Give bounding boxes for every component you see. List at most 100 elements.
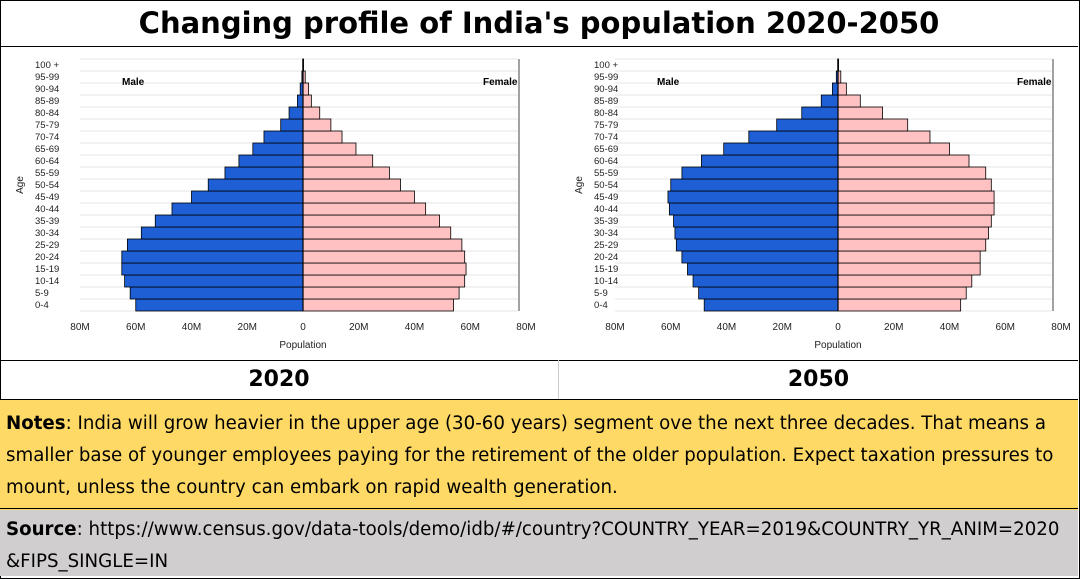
male-bar-0-4: [703, 298, 839, 312]
y-axis-label: Age: [15, 176, 26, 194]
x-tick-label: 20M: [884, 322, 903, 333]
male-bar-70-74: [748, 130, 839, 144]
male-bar-20-24: [681, 250, 839, 264]
female-bar-50-54: [837, 178, 992, 192]
female-bar-50-54: [302, 178, 401, 192]
female-bar-10-14: [837, 274, 973, 288]
female-bar-20-24: [302, 250, 466, 264]
age-tick-label: 75-79: [594, 120, 618, 131]
age-tick-label: 90-94: [35, 84, 59, 95]
age-tick-label: 40-44: [35, 204, 59, 215]
female-bar-35-39: [302, 214, 440, 228]
female-bar-40-44: [837, 202, 995, 216]
female-bar-70-74: [837, 130, 931, 144]
age-tick-label: 5-9: [35, 288, 49, 299]
female-bar-45-49: [302, 190, 415, 204]
male-bar-55-59: [681, 166, 839, 180]
female-bar-15-19: [837, 262, 981, 276]
age-tick-label: 10-14: [594, 276, 618, 287]
age-tick-label: 95-99: [594, 72, 618, 83]
female-bar-25-29: [302, 238, 463, 252]
age-tick-label: 50-54: [35, 180, 59, 191]
male-bar-25-29: [126, 238, 304, 252]
female-bar-65-69: [837, 142, 950, 156]
male-bar-10-14: [124, 274, 304, 288]
male-bar-30-34: [674, 226, 839, 240]
male-bar-80-84: [288, 106, 304, 120]
x-tick-label: 20M: [238, 322, 257, 333]
x-tick-label: 80M: [1051, 322, 1070, 333]
age-tick-label: 65-69: [35, 144, 59, 155]
male-bar-85-89: [297, 94, 304, 108]
female-bar-80-84: [302, 106, 321, 120]
male-bar-20-24: [121, 250, 304, 264]
female-bar-25-29: [837, 238, 987, 252]
age-tick-label: 55-59: [594, 168, 618, 179]
female-bar-45-49: [837, 190, 995, 204]
female-bar-85-89: [302, 94, 312, 108]
x-tick-label: 80M: [70, 322, 89, 333]
pyramid-svg: Male Female 0-45-910-1415-1920-2425-2930-3…: [574, 58, 1071, 351]
year-label-2050: 2050: [787, 367, 850, 392]
female-bar-75-79: [837, 118, 909, 132]
x-tick-label: 40M: [405, 322, 424, 333]
male-bar-0-4: [135, 298, 304, 312]
source-box: Source: https://www.census.gov/data-tool…: [0, 510, 1078, 576]
divider-line: [0, 508, 1078, 509]
male-bar-85-89: [820, 94, 839, 108]
male-bar-45-49: [191, 190, 304, 204]
female-bar-90-94: [302, 82, 309, 96]
pyramid-chart-2050: Male Female 0-4 5-9 10-14 15-19 20-24 25-29 30-3…: [559, 47, 1078, 360]
age-tick-label: 40-44: [594, 204, 618, 215]
age-tick-label: 10-14: [35, 276, 59, 287]
female-bar-90-94: [837, 82, 847, 96]
female-bar-30-34: [302, 226, 452, 240]
female-bar-55-59: [302, 166, 390, 180]
age-tick-label: 45-49: [594, 192, 618, 203]
x-tick-label: 80M: [605, 322, 624, 333]
female-bar-20-24: [837, 250, 981, 264]
male-bar-55-59: [224, 166, 304, 180]
female-bar-0-4: [302, 298, 454, 312]
male-bar-80-84: [801, 106, 839, 120]
x-axis-label: Population: [279, 340, 326, 351]
source-label: Source: [6, 519, 77, 540]
female-bar-35-39: [837, 214, 992, 228]
age-tick-label: 50-54: [594, 180, 618, 191]
age-tick-label: 100 +: [35, 60, 59, 71]
column-divider: [558, 360, 559, 400]
male-bar-35-39: [154, 214, 304, 228]
age-tick-label: 15-19: [594, 264, 618, 275]
age-tick-label: 60-64: [35, 156, 59, 167]
male-bar-75-79: [776, 118, 839, 132]
male-bar-50-54: [670, 178, 839, 192]
x-tick-label: 0: [835, 322, 841, 333]
year-label-2020: 2020: [248, 367, 310, 392]
female-bar-40-44: [302, 202, 427, 216]
age-tick-label: 55-59: [35, 168, 59, 179]
male-bar-5-9: [129, 286, 304, 300]
female-bar-5-9: [837, 286, 967, 300]
male-bar-10-14: [692, 274, 839, 288]
male-label: Male: [657, 77, 680, 88]
male-bar-60-64: [701, 154, 839, 168]
male-bar-65-69: [252, 142, 304, 156]
female-bar-55-59: [837, 166, 987, 180]
male-bar-75-79: [280, 118, 304, 132]
age-tick-label: 30-34: [35, 228, 59, 239]
x-tick-label: 60M: [126, 322, 145, 333]
page-title: Changing profile of India's population 2…: [0, 0, 1078, 47]
male-bar-45-49: [667, 190, 839, 204]
x-tick-label: 80M: [516, 322, 535, 333]
x-tick-label: 60M: [661, 322, 680, 333]
female-label: Female: [483, 77, 518, 88]
age-tick-label: 0-4: [594, 300, 608, 311]
age-tick-label: 45-49: [35, 192, 59, 203]
male-bar-70-74: [263, 130, 304, 144]
age-tick-label: 80-84: [35, 108, 59, 119]
age-tick-label: 25-29: [35, 240, 59, 251]
notes-label: Notes: [6, 413, 66, 434]
age-tick-label: 35-39: [35, 216, 59, 227]
female-bar-75-79: [302, 118, 332, 132]
age-tick-label: 30-34: [594, 228, 618, 239]
